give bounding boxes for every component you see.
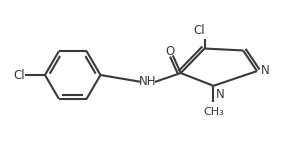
Text: NH: NH xyxy=(139,75,157,88)
Text: O: O xyxy=(165,45,175,58)
Text: CH₃: CH₃ xyxy=(203,107,224,117)
Text: N: N xyxy=(261,64,270,77)
Text: Cl: Cl xyxy=(194,24,205,37)
Text: N: N xyxy=(215,88,224,101)
Text: Cl: Cl xyxy=(13,69,25,81)
